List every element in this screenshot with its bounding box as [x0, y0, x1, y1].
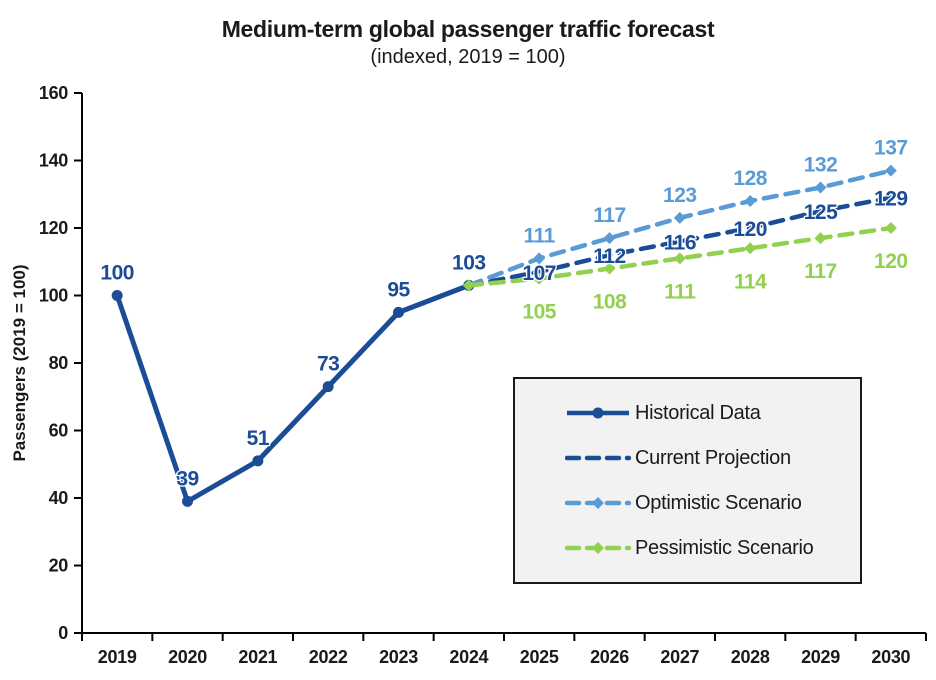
legend-label-historical-data: Historical Data — [635, 401, 761, 424]
y-tick-label: 20 — [49, 556, 69, 576]
legend-swatch-shape — [592, 497, 604, 509]
x-tick-label: 2020 — [168, 647, 207, 667]
data-label: 137 — [874, 137, 908, 160]
data-label: 120 — [733, 218, 767, 241]
data-label: 117 — [804, 260, 836, 283]
x-tick-label: 2029 — [801, 647, 840, 667]
x-tick-label: 2030 — [871, 647, 910, 667]
data-label: 114 — [734, 270, 767, 293]
legend-item-historical-data: Historical Data — [565, 401, 850, 425]
data-label: 111 — [664, 280, 696, 303]
series-line-historical-data — [114, 283, 470, 504]
data-label: 132 — [804, 154, 838, 177]
y-tick-label: 60 — [49, 421, 69, 441]
data-point-marker — [533, 272, 546, 285]
data-label: 129 — [874, 188, 908, 211]
series-line-current-projection — [466, 195, 894, 288]
data-label: 103 — [452, 251, 486, 274]
data-label: 128 — [733, 167, 767, 190]
data-label: 112 — [593, 245, 625, 268]
data-label: 95 — [387, 278, 410, 301]
data-label: 111 — [524, 224, 556, 247]
legend-label-optimistic-scenario: Optimistic Scenario — [635, 491, 802, 514]
chart-subtitle: (indexed, 2019 = 100) — [370, 46, 566, 68]
data-label: 51 — [247, 427, 270, 450]
data-label: 39 — [176, 467, 198, 490]
legend-swatch-historical-icon — [567, 407, 629, 419]
legend-swatch-current-projection-icon — [565, 455, 631, 461]
y-tick-label: 80 — [49, 353, 69, 373]
x-tick-label: 2026 — [590, 647, 629, 667]
x-tick-label: 2019 — [98, 647, 137, 667]
legend-swatch-shape — [592, 407, 604, 419]
y-tick-label: 140 — [39, 151, 68, 171]
data-label: 120 — [874, 250, 908, 273]
x-tick-label: 2028 — [731, 647, 770, 667]
data-point-marker — [884, 222, 897, 234]
data-label: 116 — [664, 232, 696, 255]
data-point-marker — [884, 164, 897, 177]
data-point-marker — [111, 290, 123, 301]
data-label: 100 — [100, 262, 134, 285]
data-point-marker — [182, 495, 193, 507]
y-tick-label: 160 — [39, 83, 68, 103]
data-label: 73 — [317, 353, 339, 376]
legend-label-current-projection: Current Projection — [635, 446, 791, 469]
data-label: 125 — [804, 201, 838, 224]
chart-title: Medium-term global passenger traffic for… — [221, 16, 715, 42]
chart-legend: Historical Data Current Projection Optim… — [513, 377, 862, 584]
y-tick-label: 120 — [39, 218, 68, 238]
data-label: 107 — [522, 262, 556, 285]
data-point-marker — [814, 181, 827, 194]
data-point-marker — [533, 252, 546, 265]
data-label: 105 — [522, 301, 556, 324]
data-label: 117 — [593, 204, 625, 227]
data-point-marker — [603, 232, 616, 245]
legend-swatch-shape — [592, 542, 604, 554]
legend-item-optimistic-scenario: Optimistic Scenario — [565, 491, 850, 515]
data-point-marker — [252, 455, 264, 467]
data-point-marker — [673, 252, 686, 265]
legend-swatch-pessimistic-scenario-icon — [565, 542, 631, 554]
x-tick-label: 2027 — [660, 647, 699, 667]
data-point-marker — [462, 279, 475, 292]
y-tick-label: 40 — [49, 488, 69, 508]
data-point-marker — [393, 306, 404, 318]
data-point-marker — [603, 262, 616, 275]
legend-item-current-projection: Current Projection — [565, 446, 850, 470]
data-point-marker — [673, 211, 686, 224]
data-point-marker — [322, 381, 334, 393]
data-point-marker — [744, 195, 757, 207]
x-tick-label: 2022 — [309, 647, 348, 667]
data-label: 123 — [663, 184, 697, 207]
data-label: 108 — [593, 291, 627, 314]
x-tick-label: 2024 — [449, 647, 488, 667]
legend-swatch-optimistic-scenario-icon — [565, 497, 631, 509]
legend-item-pessimistic-scenario: Pessimistic Scenario — [565, 536, 850, 560]
y-tick-label: 100 — [39, 286, 68, 306]
data-point-marker — [744, 242, 757, 255]
x-tick-label: 2025 — [520, 647, 559, 667]
x-tick-label: 2023 — [379, 647, 418, 667]
legend-label-pessimistic-scenario: Pessimistic Scenario — [635, 536, 814, 559]
y-tick-label: 0 — [58, 623, 68, 643]
data-point-marker — [814, 232, 827, 245]
x-tick-label: 2021 — [238, 647, 277, 667]
